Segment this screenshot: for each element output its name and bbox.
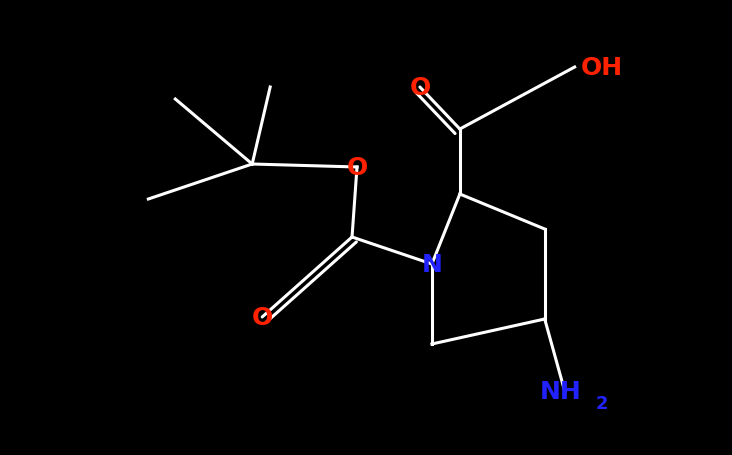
- Text: O: O: [252, 305, 273, 329]
- Text: OH: OH: [580, 56, 623, 80]
- Text: N: N: [422, 253, 442, 276]
- Text: 2: 2: [595, 394, 608, 413]
- Text: O: O: [346, 156, 367, 180]
- Text: NH: NH: [540, 379, 582, 403]
- Text: O: O: [409, 76, 430, 100]
